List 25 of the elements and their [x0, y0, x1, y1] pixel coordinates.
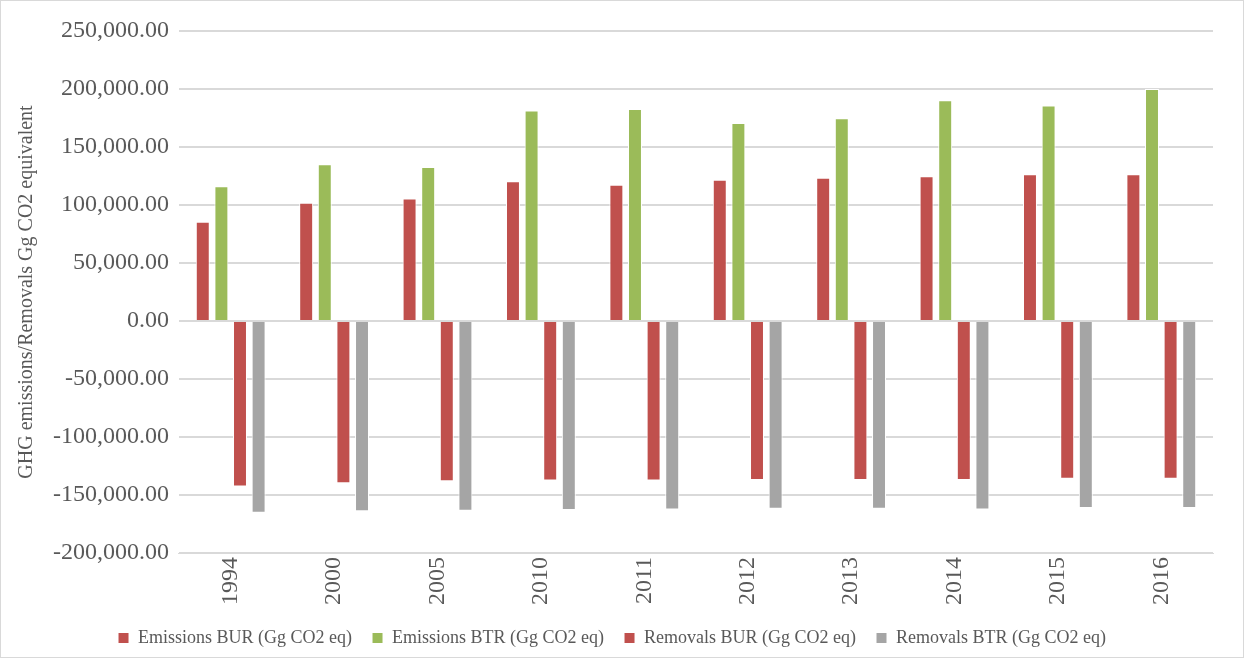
legend-label: Removals BUR (Gg CO2 eq): [644, 626, 857, 648]
y-tick-label: 250,000.00: [60, 16, 169, 43]
y-tick-label: 50,000.00: [72, 248, 169, 275]
y-tick-label: -50,000.00: [64, 364, 169, 391]
x-tick-label: 2015: [1043, 557, 1070, 605]
x-tick-label: 2000: [319, 557, 346, 605]
y-tick-label: -100,000.00: [52, 422, 169, 449]
x-tick-label: 2013: [836, 557, 863, 605]
y-tick-label: 100,000.00: [60, 190, 169, 217]
y-axis-title: GHG emissions/Removals Gg CO2 equivalent: [14, 104, 38, 479]
y-tick-label: -150,000.00: [52, 480, 169, 507]
legend-label: Removals BTR (Gg CO2 eq): [896, 626, 1106, 648]
x-tick-label: 2014: [939, 557, 966, 605]
legend-label: Emissions BUR (Gg CO2 eq): [138, 626, 353, 648]
x-tick-label: 2016: [1146, 557, 1173, 605]
x-tick-label: 2010: [526, 557, 553, 605]
x-tick-label: 2011: [629, 557, 656, 605]
x-tick-label: 2012: [732, 557, 759, 605]
y-tick-label: 0.00: [126, 306, 169, 333]
legend-label: Emissions BTR (Gg CO2 eq): [392, 626, 605, 648]
y-tick-label: 200,000.00: [60, 74, 169, 101]
y-tick-label: 150,000.00: [60, 132, 169, 159]
x-tick-label: 1994: [215, 557, 242, 605]
y-tick-label: -200,000.00: [52, 538, 169, 565]
x-tick-label: 2005: [422, 557, 449, 605]
